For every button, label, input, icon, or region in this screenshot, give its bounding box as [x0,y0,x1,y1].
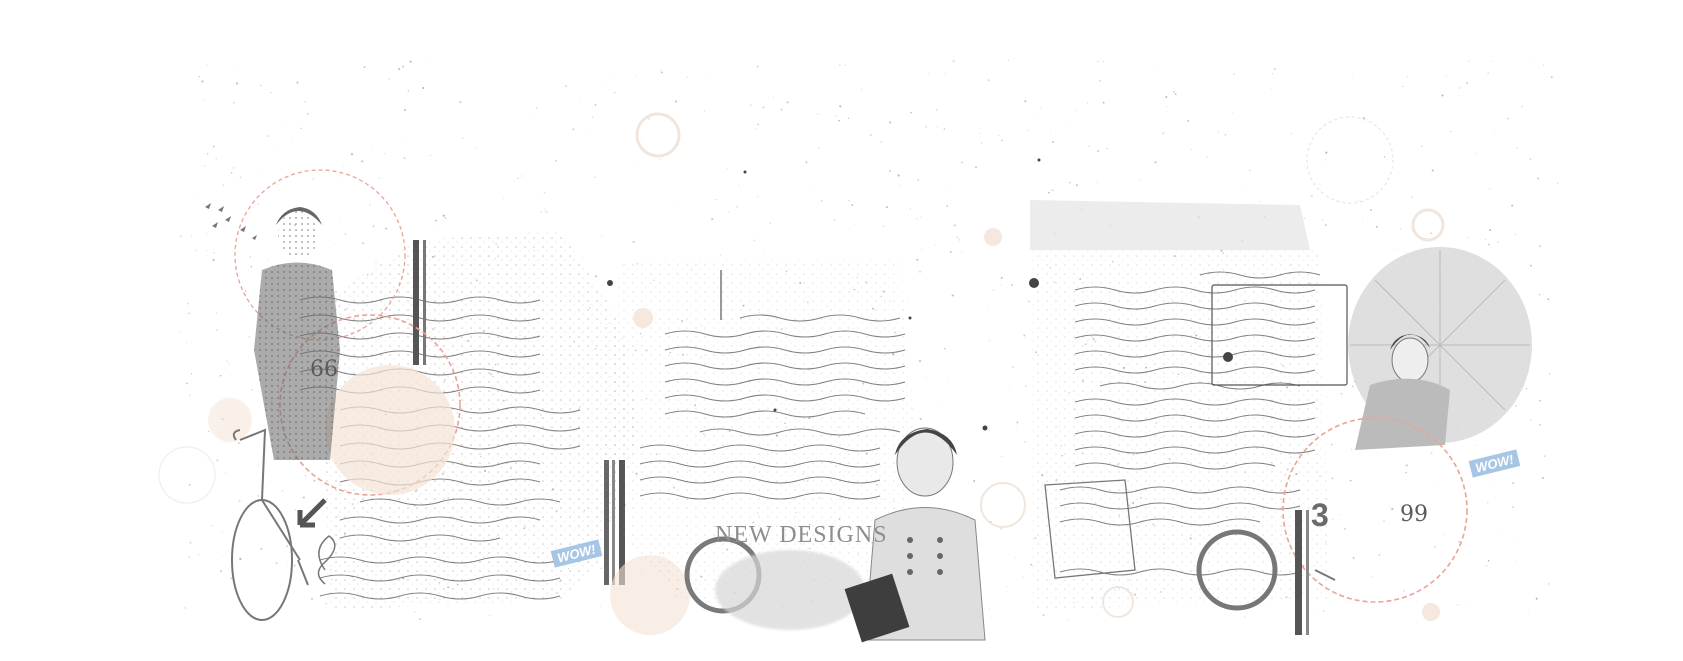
left-panel [158,169,690,635]
number-badge: 3 [1311,497,1329,533]
bicycle-illustration [231,428,309,621]
right-panel [1030,116,1532,635]
vintage-woman-figure [254,207,340,460]
woman-under-umbrella-figure [1355,334,1450,450]
center-panel [600,112,1026,643]
close-quote-mark: 99 [1400,502,1428,527]
woman-with-books-figure [844,427,986,643]
new-designs-heading: NEW DESIGNS [715,522,888,548]
open-quote-mark: 66 [310,357,338,382]
